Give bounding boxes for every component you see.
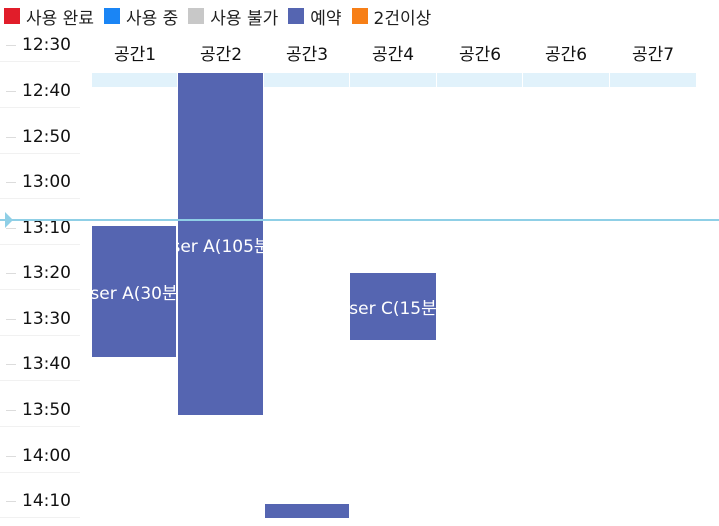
grid-line: [0, 517, 80, 518]
grid-line: [0, 289, 80, 290]
time-tick: [6, 501, 16, 502]
column-header-bar: [523, 73, 609, 87]
time-label: 12:40: [22, 81, 71, 101]
grid-line: [0, 426, 80, 427]
column-header-bar: [610, 73, 696, 87]
time-label: 13:10: [22, 218, 71, 238]
column-header-space2[interactable]: 공간2: [199, 45, 243, 65]
legend-swatch-unavailable: [188, 8, 205, 24]
legend-label: 2건이상: [373, 8, 432, 29]
column-header-bar: [92, 73, 177, 87]
legend-label: 예약: [310, 8, 342, 29]
legend-swatch-multiple: [351, 8, 368, 24]
column-header-space4[interactable]: 공간4: [371, 45, 415, 65]
grid-line: [0, 153, 80, 154]
time-label: 13:00: [22, 172, 71, 192]
time-tick: [6, 182, 16, 183]
time-tick: [6, 410, 16, 411]
booking-block[interactable]: ser C(15분: [350, 273, 436, 340]
time-tick: [6, 137, 16, 138]
grid-line: [0, 244, 80, 245]
legend-swatch-completed: [4, 8, 20, 24]
time-label: 13:40: [22, 354, 71, 374]
legend-label: 사용 완료: [26, 8, 94, 29]
time-label: 13:30: [22, 309, 71, 329]
legend-swatch-in-use: [103, 8, 120, 24]
time-tick: [6, 364, 16, 365]
legend-label: 사용 중: [125, 8, 179, 29]
legend-label: 사용 불가: [210, 8, 279, 29]
time-label: 13:50: [22, 400, 71, 420]
grid-line: [0, 61, 80, 62]
time-tick: [6, 273, 16, 274]
column-header-space1[interactable]: 공간1: [113, 45, 157, 65]
grid-line: [0, 198, 80, 199]
time-tick: [6, 91, 16, 92]
legend: 사용 완료 사용 중 사용 불가 예약 2건이상: [0, 0, 431, 32]
legend-item-in-use: 사용 중: [103, 4, 179, 29]
legend-item-multiple: 2건이상: [351, 4, 432, 29]
column-header-space7[interactable]: 공간7: [631, 45, 675, 65]
legend-item-reservation: 예약: [288, 4, 342, 29]
column-header-space6-b[interactable]: 공간6: [544, 45, 588, 65]
time-tick: [6, 319, 16, 320]
column-header-bar: [437, 73, 522, 87]
booking-block[interactable]: [265, 504, 349, 518]
column-header-space6[interactable]: 공간6: [458, 45, 502, 65]
grid-line: [0, 380, 80, 381]
time-label: 12:50: [22, 127, 71, 147]
booking-block[interactable]: ser A(30분: [92, 226, 176, 357]
time-tick: [6, 228, 16, 229]
time-label: 12:30: [22, 35, 71, 55]
grid-line: [0, 335, 80, 336]
column-header-bar: [264, 73, 349, 87]
time-label: 13:20: [22, 263, 71, 283]
grid-line: [0, 472, 80, 473]
legend-item-unavailable: 사용 불가: [188, 4, 278, 29]
time-tick: [6, 45, 16, 46]
legend-item-completed: 사용 완료: [4, 4, 94, 29]
grid-line: [0, 107, 80, 108]
current-time-line: [0, 219, 719, 221]
time-label: 14:10: [22, 491, 71, 511]
column-header-space3[interactable]: 공간3: [285, 45, 329, 65]
time-tick: [6, 456, 16, 457]
column-header-bar: [350, 73, 436, 87]
legend-swatch-reservation: [288, 8, 305, 24]
time-label: 14:00: [22, 446, 71, 466]
current-time-marker-icon: [5, 212, 13, 228]
booking-block[interactable]: ser A(105분: [178, 73, 263, 415]
